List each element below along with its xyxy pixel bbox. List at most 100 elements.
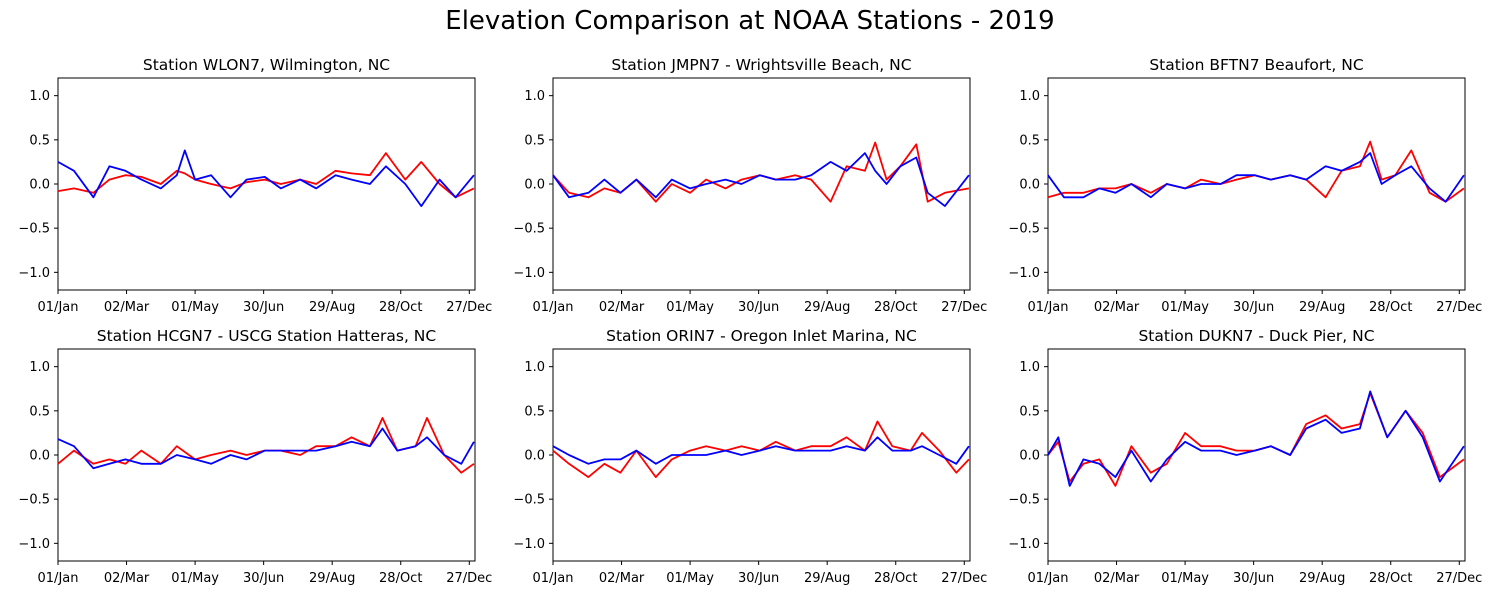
subplot-1: Station WLON7, Wilmington, NC 1.0 0.5 0.0 −0… xyxy=(18,56,492,315)
y-tick-label: 0.0 xyxy=(1019,449,1040,464)
x-tick-label: 28/Oct xyxy=(1369,300,1412,315)
blue-series-line xyxy=(57,149,475,208)
x-tick-label: 02/Mar xyxy=(599,571,645,586)
y-tick-label: −1.0 xyxy=(513,537,545,552)
x-tick-label: 28/Oct xyxy=(874,300,917,315)
x-tick-label: 02/Mar xyxy=(599,300,645,315)
subplot-title: Station JMPN7 - Wrightsville Beach, NC xyxy=(611,56,911,74)
y-tick-label: 1.0 xyxy=(524,360,545,375)
plot-frame xyxy=(1047,77,1466,291)
x-tick-label: 30/Jun xyxy=(243,300,284,315)
x-tick-label: 27/Dec xyxy=(446,571,492,586)
subplot-title: Station DUKN7 - Duck Pier, NC xyxy=(1138,327,1374,345)
x-tick-label: 27/Dec xyxy=(941,571,987,586)
x-tick-label: 29/Aug xyxy=(1299,300,1345,315)
y-tick-label: −0.5 xyxy=(513,493,545,508)
x-tick-label: 28/Oct xyxy=(379,571,422,586)
x-tick-label: 02/Mar xyxy=(104,571,150,586)
y-tick-label: −1.0 xyxy=(513,266,545,281)
x-tick-label: 27/Dec xyxy=(1436,571,1482,586)
y-tick-label: 0.5 xyxy=(1019,133,1040,148)
x-tick-label: 01/May xyxy=(666,571,714,586)
x-tick-label: 28/Oct xyxy=(874,571,917,586)
x-tick-label: 29/Aug xyxy=(1299,571,1345,586)
y-tick-label: −0.5 xyxy=(1008,222,1040,237)
x-tick-label: 30/Jun xyxy=(1233,300,1274,315)
x-tick-label: 01/Jan xyxy=(1028,571,1069,586)
x-tick-label: 29/Aug xyxy=(309,571,355,586)
x-tick-label: 01/Jan xyxy=(38,300,79,315)
x-tick-label: 01/May xyxy=(171,571,219,586)
y-tick-label: 0.0 xyxy=(29,449,50,464)
blue-series-line xyxy=(1047,390,1465,487)
blue-series-line xyxy=(57,427,475,470)
x-tick-label: 01/May xyxy=(1161,571,1209,586)
y-tick-label: 1.0 xyxy=(29,89,50,104)
subplot-title: Station ORIN7 - Oregon Inlet Marina, NC xyxy=(606,327,917,345)
plot-frame xyxy=(57,348,476,562)
y-tick-label: 0.0 xyxy=(524,178,545,193)
y-tick-label: 1.0 xyxy=(524,89,545,104)
y-tick-label: 0.5 xyxy=(1019,404,1040,419)
y-tick-label: −1.0 xyxy=(18,537,50,552)
y-tick-label: 1.0 xyxy=(1019,89,1040,104)
y-tick-label: −1.0 xyxy=(18,266,50,281)
x-tick-label: 01/May xyxy=(171,300,219,315)
y-tick-label: −1.0 xyxy=(1008,266,1040,281)
x-tick-label: 27/Dec xyxy=(446,300,492,315)
x-tick-label: 02/Mar xyxy=(104,300,150,315)
x-tick-label: 29/Aug xyxy=(804,300,850,315)
x-tick-label: 01/May xyxy=(1161,300,1209,315)
y-tick-label: 0.5 xyxy=(524,133,545,148)
x-tick-label: 01/Jan xyxy=(1028,300,1069,315)
x-tick-label: 29/Aug xyxy=(804,571,850,586)
subplot-title: Station HCGN7 - USCG Station Hatteras, N… xyxy=(97,327,436,345)
y-tick-label: 0.5 xyxy=(29,133,50,148)
blue-series-line xyxy=(552,436,970,465)
y-tick-label: 1.0 xyxy=(1019,360,1040,375)
x-tick-label: 30/Jun xyxy=(738,300,779,315)
blue-series-line xyxy=(552,152,970,208)
subplot-4: Station HCGN7 - USCG Station Hatteras, N… xyxy=(18,327,492,586)
x-tick-label: 27/Dec xyxy=(1436,300,1482,315)
blue-series-line xyxy=(1047,152,1465,203)
x-tick-label: 28/Oct xyxy=(379,300,422,315)
y-tick-label: 0.0 xyxy=(524,449,545,464)
y-tick-label: 0.5 xyxy=(29,404,50,419)
subplot-6: Station DUKN7 - Duck Pier, NC 1.0 0.5 0.0 −0… xyxy=(1008,327,1482,586)
x-tick-label: 27/Dec xyxy=(941,300,987,315)
x-tick-label: 01/Jan xyxy=(38,571,79,586)
y-tick-label: 0.0 xyxy=(1019,178,1040,193)
y-tick-label: −0.5 xyxy=(18,222,50,237)
plot-frame xyxy=(1047,348,1466,562)
plot-frame xyxy=(552,348,971,562)
x-tick-label: 30/Jun xyxy=(1233,571,1274,586)
y-tick-label: 0.0 xyxy=(29,178,50,193)
x-tick-label: 29/Aug xyxy=(309,300,355,315)
subplot-5: Station ORIN7 - Oregon Inlet Marina, NC 1… xyxy=(513,327,987,586)
x-tick-label: 01/May xyxy=(666,300,714,315)
x-tick-label: 01/Jan xyxy=(533,300,574,315)
subplot-3: Station BFTN7 Beaufort, NC 1.0 0.5 0.0 −0.5 −… xyxy=(1008,56,1482,315)
y-tick-label: −0.5 xyxy=(513,222,545,237)
figure-title: Elevation Comparison at NOAA Stations - … xyxy=(445,6,1055,36)
y-tick-label: −1.0 xyxy=(1008,537,1040,552)
x-tick-label: 01/Jan xyxy=(533,571,574,586)
plot-frame xyxy=(552,77,971,291)
subplot-title: Station BFTN7 Beaufort, NC xyxy=(1149,56,1363,74)
y-tick-label: 1.0 xyxy=(29,360,50,375)
subplot-2: Station JMPN7 - Wrightsville Beach, NC 1.… xyxy=(513,56,987,315)
x-tick-label: 30/Jun xyxy=(243,571,284,586)
x-tick-label: 30/Jun xyxy=(738,571,779,586)
y-tick-label: −0.5 xyxy=(18,493,50,508)
x-tick-label: 02/Mar xyxy=(1094,571,1140,586)
x-tick-label: 28/Oct xyxy=(1369,571,1412,586)
x-tick-label: 02/Mar xyxy=(1094,300,1140,315)
y-tick-label: −0.5 xyxy=(1008,493,1040,508)
y-tick-label: 0.5 xyxy=(524,404,545,419)
red-series-line xyxy=(57,152,475,199)
plot-frame xyxy=(57,77,476,291)
subplot-title: Station WLON7, Wilmington, NC xyxy=(143,56,390,74)
